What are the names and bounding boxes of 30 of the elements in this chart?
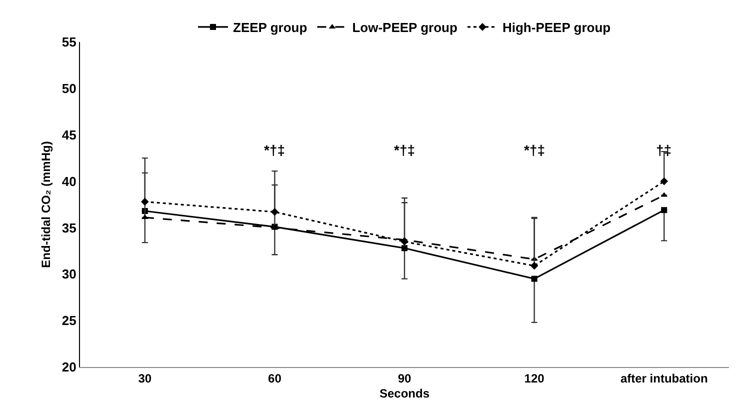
y-tick-label: 55 xyxy=(62,34,76,50)
y-tick-label: 50 xyxy=(62,80,76,96)
annotation: *†‡ xyxy=(394,142,416,158)
legend-label: Low-PEEP group xyxy=(352,20,458,36)
point xyxy=(141,198,149,206)
point xyxy=(530,262,538,270)
x-axis-title: Seconds xyxy=(379,386,430,400)
x-tick-label: after intubation xyxy=(620,371,708,386)
y-tick-label: 30 xyxy=(62,266,76,282)
y-tick-label: 40 xyxy=(62,174,76,189)
legend-label: High-PEEP group xyxy=(502,20,611,36)
annotation: †‡ xyxy=(656,142,672,158)
point xyxy=(660,177,668,186)
y-tick-label: 20 xyxy=(62,360,76,375)
annotation: *†‡ xyxy=(524,142,546,158)
annotation: *†‡ xyxy=(264,142,286,158)
x-tick-label: 120 xyxy=(524,371,545,386)
y-tick-label: 35 xyxy=(62,220,76,236)
y-tick-label: 25 xyxy=(62,313,76,328)
point xyxy=(270,208,279,216)
y-axis-title: End-tidal CO₂ (mmHg) xyxy=(39,141,54,268)
point xyxy=(661,207,668,214)
point xyxy=(531,276,538,282)
x-tick-label: 90 xyxy=(398,371,412,386)
y-tick-label: 45 xyxy=(62,127,76,142)
point xyxy=(402,245,408,252)
legend-label: ZEEP group xyxy=(233,20,308,36)
x-tick-label: 60 xyxy=(268,371,282,386)
point xyxy=(400,238,408,246)
x-tick-label: 30 xyxy=(138,371,152,386)
